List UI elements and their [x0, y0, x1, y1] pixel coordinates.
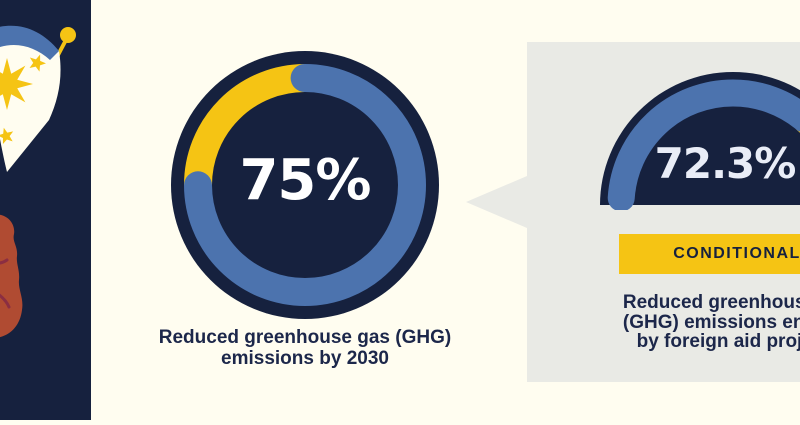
conditional-badge: CONDITIONAL: [619, 234, 800, 274]
donut-chart: [171, 51, 439, 319]
panel-description: Reduced greenhouse gas (GHG) emissions e…: [527, 293, 800, 352]
flag-star-icon: [29, 54, 46, 72]
donut-label-line2: emissions by 2030: [221, 348, 389, 369]
semi-gauge-chart: [600, 72, 800, 210]
flag-blue-stripe: [0, 25, 59, 60]
gauge-arc-blue: [607, 79, 800, 210]
panel-description-line2: (GHG) emissions entailed: [622, 311, 800, 333]
donut-label: Reduced greenhouse gas (GHG) emissions b…: [145, 327, 465, 369]
fist-illustration: [0, 214, 23, 338]
donut-value: 75%: [239, 147, 371, 213]
philippine-flag-icon: [0, 25, 76, 338]
flag-sun-icon: [0, 58, 33, 110]
donut-arc-blue: [184, 64, 426, 306]
gauge-value: 72.3%: [654, 138, 797, 188]
flag-finial-icon: [60, 27, 76, 43]
flag-star-icon: [0, 127, 14, 144]
donut-label-line1: Reduced greenhouse gas (GHG): [158, 327, 452, 348]
panel-description-line3: by foreign aid projects: [636, 331, 800, 352]
flag-illustration-panel: [0, 0, 91, 420]
panel-pointer: [466, 176, 527, 228]
panel-description-line1: Reduced greenhouse gas: [622, 292, 800, 313]
